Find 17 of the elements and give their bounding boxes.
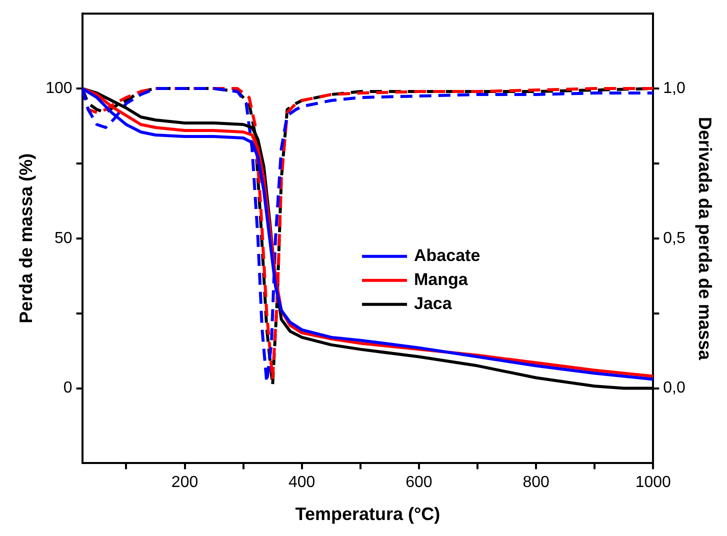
x-tick-label: 600	[406, 474, 432, 492]
y2-tick-label: 1,0	[663, 80, 686, 97]
x-tick-label: 200	[171, 474, 198, 492]
x-tick-label: 1000	[635, 474, 672, 492]
y-tick-label: 0	[63, 380, 72, 397]
legend-label: Abacate	[414, 246, 480, 266]
y-tick-label: 50	[54, 230, 72, 247]
x-tick-label: 800	[522, 474, 550, 492]
y-tick-label: 100	[46, 80, 72, 97]
legend-label: Jaca	[414, 294, 452, 314]
y2-tick-label: 0,0	[663, 380, 686, 397]
x-axis-title: Temperatura (°C)	[295, 504, 440, 524]
x-tick-label: 400	[288, 474, 316, 492]
y2-tick-label: 0,5	[663, 230, 686, 247]
legend-label: Manga	[414, 270, 468, 290]
y-axis-title: Perda de massa (%)	[16, 153, 36, 324]
y2-axis-title: Derivada da perda de massa	[695, 116, 716, 361]
